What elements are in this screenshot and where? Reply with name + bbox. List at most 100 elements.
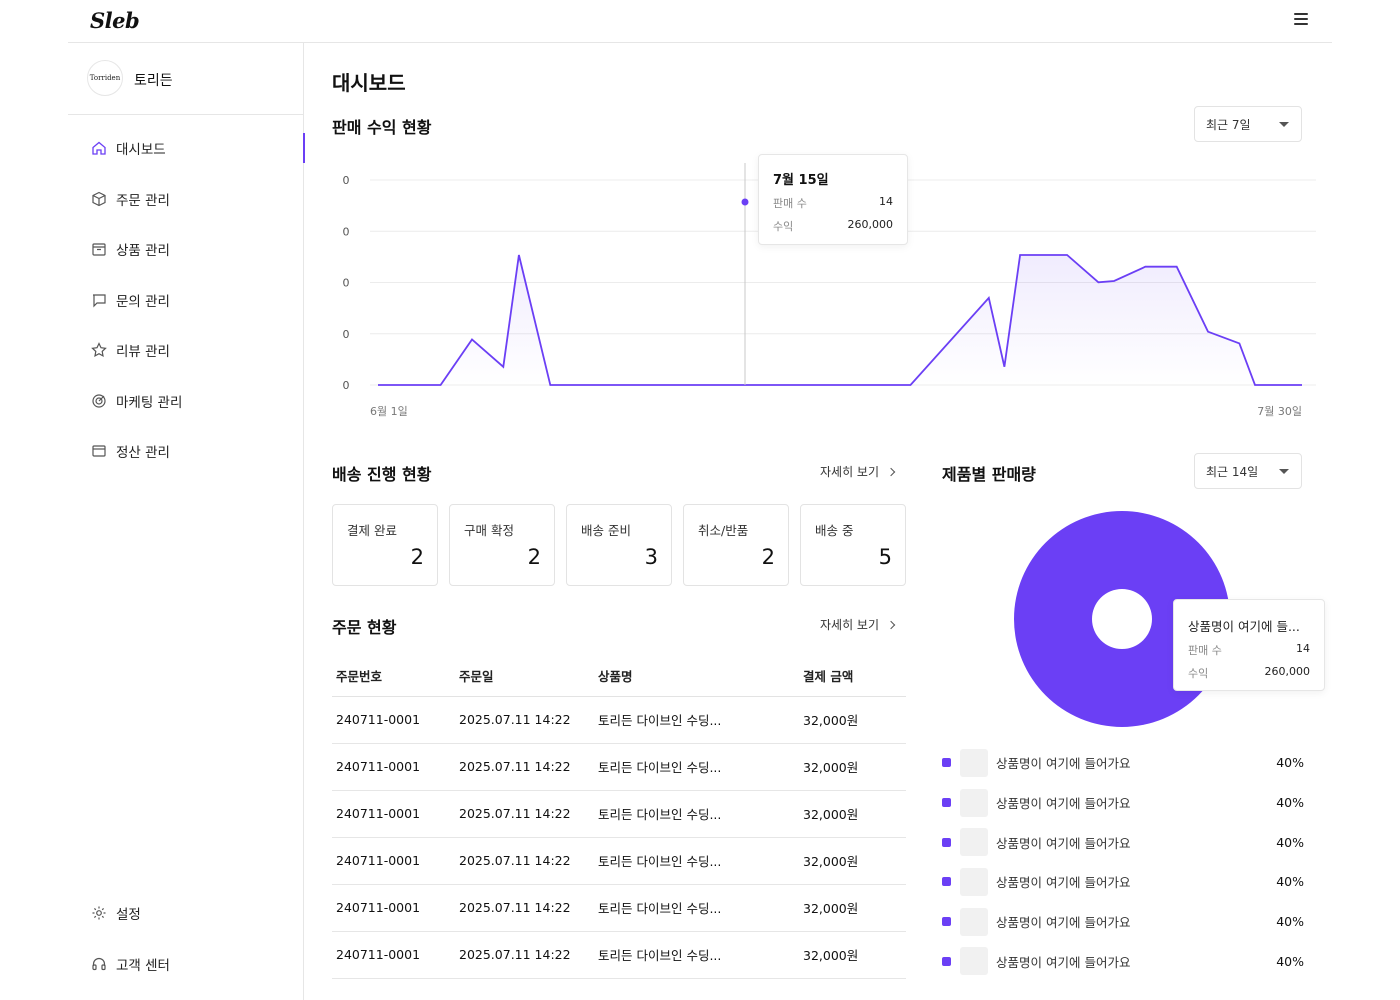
payment-amount: 32,000원 xyxy=(799,884,906,932)
y-tick-label: 0 xyxy=(343,225,350,238)
order-date: 2025.07.11 14:22 xyxy=(455,931,594,979)
tooltip-revenue-label: 수익 xyxy=(773,220,794,233)
sidebar-item-label: 리뷰 관리 xyxy=(116,344,170,361)
order-number: 240711-0001 xyxy=(332,884,455,932)
orders-section-title: 주문 현황 xyxy=(332,618,397,637)
product-name: 토리든 다이브인 수딩... xyxy=(594,743,799,791)
legend-percent: 40% xyxy=(1276,755,1304,771)
order-number: 240711-0001 xyxy=(332,790,455,838)
sidebar-item-settlement[interactable]: 정산 관리 xyxy=(68,426,304,477)
legend-product-name: 상품명이 여기에 들어가요 xyxy=(996,875,1131,891)
legend-item[interactable]: 상품명이 여기에 들어가요 40% xyxy=(942,743,1304,783)
area-fill xyxy=(378,255,1302,385)
legend-item[interactable]: 상품명이 여기에 들어가요 40% xyxy=(942,902,1304,942)
sidebar-item-label: 마케팅 관리 xyxy=(116,394,183,411)
legend-product-name: 상품명이 여기에 들어가요 xyxy=(996,954,1131,970)
delivery-stat-cards: 결제 완료 2 구매 확정 2 배송 준비 3 취소/반품 2 배송 중 5 xyxy=(332,504,906,586)
menu-icon[interactable] xyxy=(1294,13,1308,27)
app-logo[interactable]: Sleb xyxy=(90,8,140,33)
order-number: 240711-0001 xyxy=(332,696,455,744)
sidebar-item-label: 고객 센터 xyxy=(116,957,170,974)
legend-product-name: 상품명이 여기에 들어가요 xyxy=(996,835,1131,851)
sidebar-item-label: 주문 관리 xyxy=(116,192,170,209)
sales-chart[interactable]: 0 0 0 0 0 6월 1일 7월 30일 7월 15일 판매 수 14 수익 260,0… xyxy=(332,154,1322,423)
sidebar-item-settings[interactable]: 설정 xyxy=(68,888,304,939)
stat-card-shipping[interactable]: 배송 중 5 xyxy=(800,504,906,586)
order-date: 2025.07.11 14:22 xyxy=(455,696,594,744)
sidebar-item-marketing[interactable]: 마케팅 관리 xyxy=(68,376,304,427)
stat-card-label: 취소/반품 xyxy=(698,523,749,538)
column-header[interactable]: 주문일 xyxy=(455,655,594,697)
table-row[interactable]: 240711-0001 2025.07.11 14:22 토리든 다이브인 수딩… xyxy=(332,931,906,979)
sales-period-value: 최근 7일 xyxy=(1206,117,1251,132)
sidebar-item-support[interactable]: 고객 센터 xyxy=(68,939,304,990)
legend-color-dot xyxy=(942,837,951,847)
order-date: 2025.07.11 14:22 xyxy=(455,837,594,885)
product-name: 토리든 다이브인 수딩... xyxy=(594,884,799,932)
sidebar-item-label: 상품 관리 xyxy=(116,243,170,260)
product-thumbnail xyxy=(960,947,988,976)
sales-period-select[interactable]: 최근 7일 xyxy=(1194,106,1302,142)
stat-card-preparing[interactable]: 배송 준비 3 xyxy=(566,504,672,586)
sales-chart-svg: 0 0 0 0 0 6월 1일 7월 30일 xyxy=(343,163,1316,418)
box-icon xyxy=(91,191,107,207)
payment-amount: 32,000원 xyxy=(799,837,906,885)
sidebar-item-inquiries[interactable]: 문의 관리 xyxy=(68,275,304,326)
stat-card-cancelled[interactable]: 취소/반품 2 xyxy=(683,504,789,586)
table-row[interactable]: 240711-0001 2025.07.11 14:22 토리든 다이브인 수딩… xyxy=(332,884,906,932)
column-header[interactable]: 상품명 xyxy=(594,655,799,697)
chevron-right-icon xyxy=(886,620,896,629)
table-row[interactable]: 240711-0001 2025.07.11 14:22 토리든 다이브인 수딩… xyxy=(332,743,906,791)
product-thumbnail xyxy=(960,828,988,857)
brand-name: 토리든 xyxy=(134,73,173,89)
stat-card-value: 3 xyxy=(644,545,658,569)
column-header[interactable]: 주문번호 xyxy=(332,655,455,697)
tooltip-count-row: 판매 수 14 xyxy=(773,195,893,211)
tooltip-count-row: 판매 수 14 xyxy=(1188,642,1310,658)
sidebar-item-reviews[interactable]: 리뷰 관리 xyxy=(68,325,304,376)
page-title: 대시보드 xyxy=(332,71,406,95)
tooltip-count-value: 14 xyxy=(879,195,893,208)
payment-amount: 32,000원 xyxy=(799,696,906,744)
tooltip-revenue-row: 수익 260,000 xyxy=(1188,665,1310,681)
legend-color-dot xyxy=(942,956,951,966)
table-row[interactable]: 240711-0001 2025.07.11 14:22 토리든 다이브인 수딩… xyxy=(332,790,906,838)
delivery-section-title: 배송 진행 현황 xyxy=(332,465,432,484)
x-tick-label: 7월 30일 xyxy=(1257,404,1302,418)
stat-card-confirmed[interactable]: 구매 확정 2 xyxy=(449,504,555,586)
legend-item[interactable]: 상품명이 여기에 들어가요 40% xyxy=(942,783,1304,823)
table-row[interactable]: 240711-0001 2025.07.11 14:22 토리든 다이브인 수딩… xyxy=(332,696,906,744)
stat-card-value: 2 xyxy=(410,545,424,569)
delivery-more-link[interactable]: 자세히 보기 xyxy=(820,463,896,480)
tooltip-count-label: 판매 수 xyxy=(1188,644,1222,657)
legend-percent: 40% xyxy=(1276,795,1304,811)
orders-more-link[interactable]: 자세히 보기 xyxy=(820,616,896,633)
sidebar-item-products[interactable]: 상품 관리 xyxy=(68,224,304,275)
sidebar-item-dashboard[interactable]: 대시보드 xyxy=(68,123,305,174)
sidebar-nav: 대시보드 주문 관리 상품 관리 문의 관리 리뷰 관리 xyxy=(68,123,305,477)
products-section-title: 제품별 판매량 xyxy=(942,465,1036,484)
chevron-right-icon xyxy=(886,467,896,476)
product-name: 토리든 다이브인 수딩... xyxy=(594,931,799,979)
product-name: 토리든 다이브인 수딩... xyxy=(594,696,799,744)
y-tick-label: 0 xyxy=(343,174,350,187)
table-row[interactable]: 240711-0001 2025.07.11 14:22 토리든 다이브인 수딩… xyxy=(332,837,906,885)
brand-profile[interactable]: Torriden 토리든 xyxy=(68,43,303,115)
stat-card-paid[interactable]: 결제 완료 2 xyxy=(332,504,438,586)
legend-percent: 40% xyxy=(1276,834,1304,850)
tooltip-revenue-label: 수익 xyxy=(1188,667,1209,680)
legend-item[interactable]: 상품명이 여기에 들어가요 40% xyxy=(942,862,1304,902)
legend-item[interactable]: 상품명이 여기에 들어가요 40% xyxy=(942,941,1304,981)
chevron-down-icon xyxy=(1279,469,1289,474)
series-line xyxy=(378,254,1302,386)
sidebar: Torriden 토리든 대시보드 주문 관리 상품 관리 문의 관리 xyxy=(68,43,305,1000)
sidebar-item-orders[interactable]: 주문 관리 xyxy=(68,174,304,225)
target-icon xyxy=(91,393,107,409)
delivery-more-label: 자세히 보기 xyxy=(820,465,880,479)
column-header[interactable]: 결제 금액 xyxy=(799,655,906,697)
product-thumbnail xyxy=(960,867,988,896)
products-period-select[interactable]: 최근 14일 xyxy=(1194,453,1302,489)
legend-item[interactable]: 상품명이 여기에 들어가요 40% xyxy=(942,822,1304,862)
product-chart-tooltip: 상품명이 여기에 들... 판매 수 14 수익 260,000 xyxy=(1173,599,1325,691)
package-icon xyxy=(91,241,107,257)
